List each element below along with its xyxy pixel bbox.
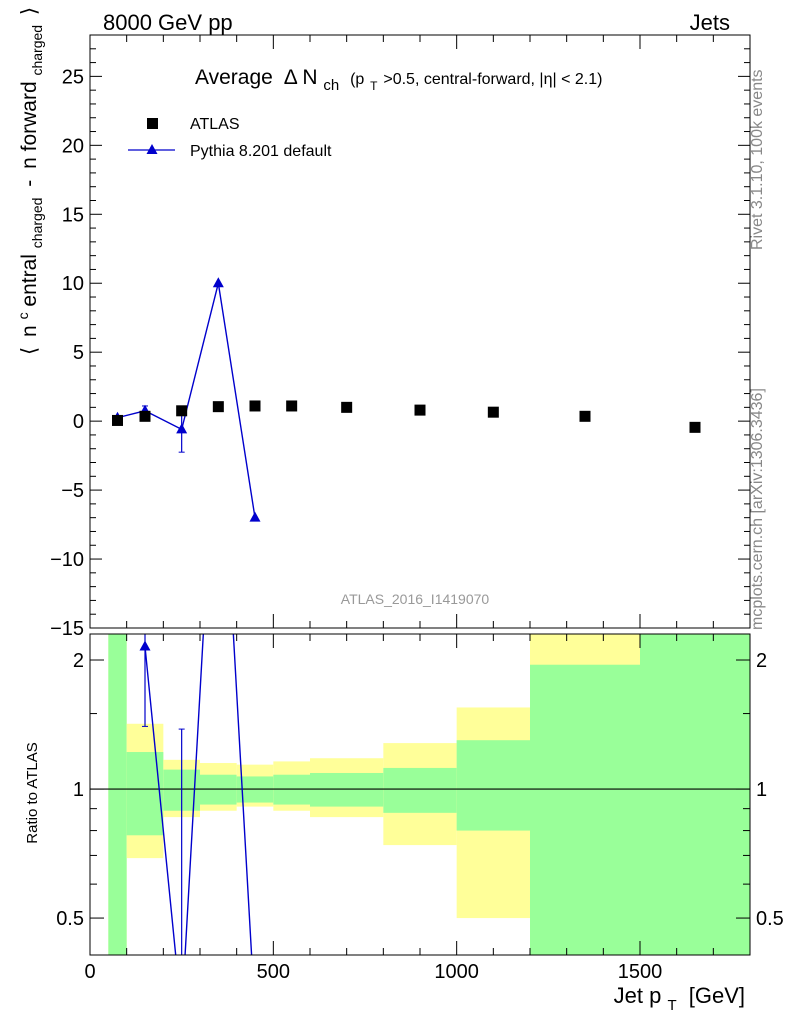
ratio-y-label: Ratio to ATLAS [24, 742, 41, 843]
atlas-point [487, 406, 499, 418]
atlas-point [286, 400, 298, 412]
y-tick-label: 20 [62, 135, 84, 157]
header-left: 8000 GeV pp [103, 10, 233, 35]
y-tick-label: 0 [73, 411, 84, 433]
ratio-series [139, 634, 253, 955]
rivet-label: Rivet 3.1.10, 100k events [749, 69, 766, 250]
ratio-y-tick-label-right: 0.5 [756, 908, 784, 930]
ratio-y-tick-label-left: 0.5 [56, 908, 84, 930]
title-sub-t: T [370, 79, 378, 93]
ratio-pythia-line [144, 634, 253, 955]
legend-marker-atlas [147, 118, 158, 129]
stat-uncertainty-band [456, 740, 530, 831]
title-rest: (p [350, 71, 364, 88]
legend-marker-pythia [146, 144, 158, 154]
main-frame [89, 34, 751, 629]
ratio-y-tick-label-left: 1 [73, 779, 84, 801]
atlas-point [341, 401, 353, 413]
atlas-point [414, 404, 426, 416]
main-y-axis: −15 −10 −5 0 5 10 15 20 25 [50, 34, 750, 640]
atlas-point [689, 421, 701, 433]
title-main: Average [195, 66, 273, 89]
x-tick-label: 0 [84, 961, 95, 983]
main-panel: −15 −10 −5 0 5 10 15 20 25 Average Δ N ch (p T >… [10, 7, 751, 640]
legend-label-atlas: ATLAS [190, 116, 240, 133]
x-tick-label: 1500 [618, 961, 663, 983]
title-delta: Δ N [284, 66, 318, 89]
x-tick-label: 500 [257, 961, 290, 983]
source-label: mcplots.cern.ch [arXiv:1306.3436] [749, 388, 766, 630]
main-data-layer [112, 277, 701, 522]
stat-uncertainty-band [310, 772, 384, 807]
legend-label-pythia: Pythia 8.201 default [190, 143, 332, 160]
stat-uncertainty-band [530, 664, 640, 955]
y-tick-label: 5 [73, 342, 84, 364]
stat-uncertainty-band [383, 767, 457, 813]
ratio-y-axis: 0.5 0.5 1 1 2 2 [56, 650, 784, 930]
atlas-point [176, 405, 188, 417]
y-tick-label: 10 [62, 273, 84, 295]
analysis-watermark: ATLAS_2016_I1419070 [341, 591, 490, 607]
x-axis-label: Jet p T [GeV] [614, 983, 745, 1015]
pythia-line [117, 283, 256, 518]
ratio-y-tick-label-right: 2 [756, 650, 767, 672]
ratio-y-tick-label-left: 2 [73, 650, 84, 672]
y-tick-label: 25 [62, 66, 84, 88]
atlas-point [579, 410, 591, 422]
main-y-label: ⟨ n c entral charged - n forward charged… [10, 7, 47, 355]
y-tick-label: −15 [50, 618, 84, 640]
ratio-pythia-point [139, 640, 151, 651]
y-tick-label: −10 [50, 549, 84, 571]
atlas-point [112, 414, 123, 426]
atlas-point [212, 401, 224, 413]
main-x-axis [89, 35, 751, 628]
y-tick-label: 15 [62, 204, 84, 226]
title-cond: >0.5, central-forward, |η| < 2.1) [383, 71, 602, 88]
y-tick-label: −5 [61, 480, 84, 502]
title-sub-ch: ch [323, 77, 339, 94]
stat-uncertainty-band [640, 634, 750, 955]
legend: ATLAS Pythia 8.201 default [128, 116, 332, 160]
ratio-panel: 0.5 0.5 1 1 2 2 0 500 1000 1500 Ratio to ATLAS J… [24, 633, 784, 1015]
atlas-point [139, 410, 151, 422]
chart-title: Average Δ N ch (p T >0.5, central-forwar… [195, 66, 602, 95]
ratio-x-axis: 0 500 1000 1500 [84, 634, 751, 983]
stat-uncertainty-band [108, 634, 127, 955]
ratio-bands [108, 634, 750, 955]
atlas-point [249, 400, 261, 412]
pythia-point [249, 511, 261, 522]
stat-uncertainty-band [126, 752, 164, 836]
ratio-y-tick-label-right: 1 [756, 779, 767, 801]
header-right: Jets [690, 10, 730, 35]
pythia-point [212, 277, 224, 288]
pythia-point [176, 423, 188, 434]
x-tick-label: 1000 [434, 961, 479, 983]
